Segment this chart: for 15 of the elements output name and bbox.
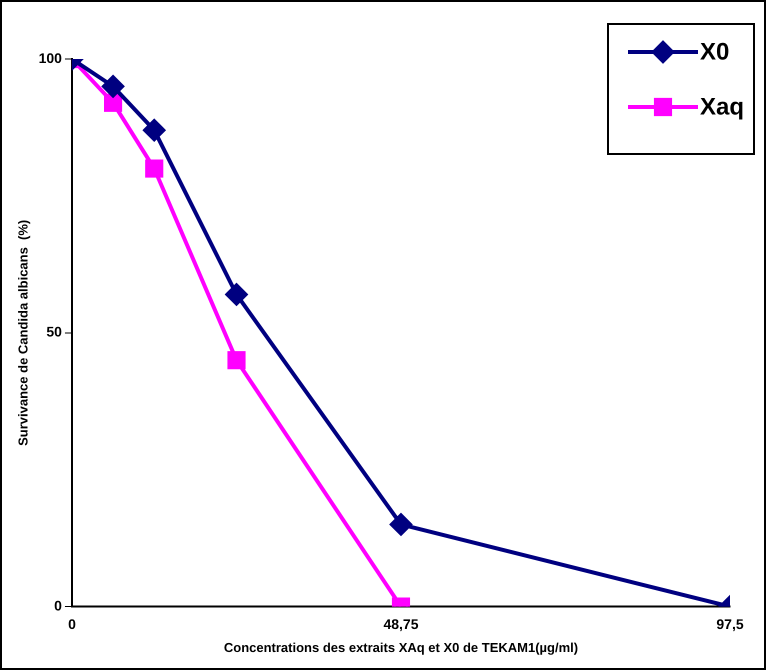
- point: [104, 94, 122, 112]
- y-tick-label: 50: [46, 324, 62, 340]
- y-tick-label: 100: [38, 50, 62, 66]
- y-axis-title: Survivance de Candida albicans (%): [15, 220, 30, 446]
- point: [145, 159, 164, 178]
- legend-label: Xaq: [700, 94, 744, 121]
- y-tick-label: 0: [54, 597, 62, 614]
- x-tick-label: 0: [68, 616, 76, 632]
- point: [102, 75, 124, 98]
- point: [226, 283, 248, 306]
- x-tick-label: 48,75: [383, 616, 419, 632]
- x-tick-label: 97,5: [716, 616, 744, 632]
- x-axis-title: Concentrations des extraits XAq et X0 de TEKAM1(µg/ml): [224, 640, 578, 655]
- point: [143, 119, 166, 142]
- legend-label: X0: [700, 38, 730, 66]
